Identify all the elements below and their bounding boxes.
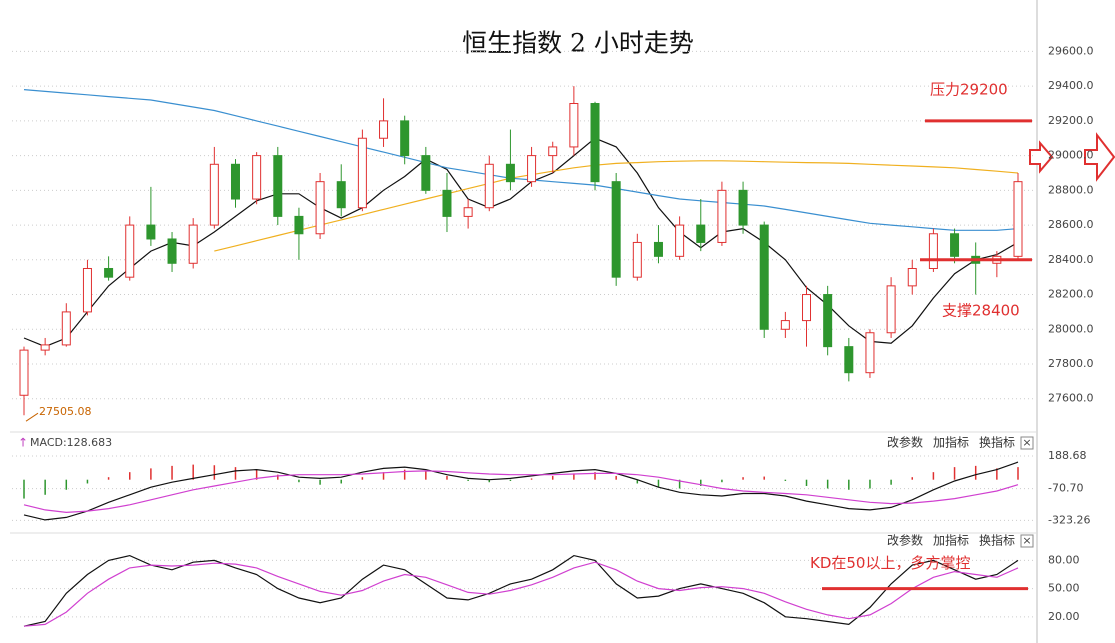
indicator-line [214, 160, 1019, 252]
candle-body [167, 238, 177, 264]
y-tick-label: 29400.0 [1048, 79, 1094, 92]
candle-body [273, 155, 283, 217]
low-label: 27505.08 [39, 405, 92, 418]
candle-body [886, 285, 896, 334]
candle-body [928, 233, 938, 269]
candle-body [315, 181, 325, 235]
candle-body [463, 207, 473, 217]
candle-body [548, 146, 558, 157]
candle-body [336, 181, 346, 209]
candle-body [505, 163, 515, 183]
level-label: 支撑28400 [942, 301, 1020, 319]
candle-body [696, 224, 706, 243]
y-tick-label: 20.00 [1048, 610, 1080, 623]
low-pointer [25, 412, 39, 422]
y-tick-label: 29600.0 [1048, 44, 1094, 57]
candle-body [738, 189, 748, 226]
menu-button[interactable]: 换指标 [979, 533, 1015, 548]
indicator-line [23, 89, 1019, 231]
y-tick-label: 28000.0 [1048, 322, 1094, 335]
close-icon[interactable]: × [1022, 534, 1031, 547]
candle-body [569, 103, 579, 148]
candle-body [632, 241, 642, 278]
candle-body [780, 320, 790, 330]
candle-body [19, 349, 29, 396]
candle-body [442, 189, 452, 217]
candle-body [823, 294, 833, 348]
y-tick-label: 28800.0 [1048, 183, 1094, 196]
candle-body [400, 120, 410, 157]
y-tick-label: 80.00 [1048, 553, 1080, 566]
y-tick-label: 27600.0 [1048, 392, 1094, 405]
y-tick-label: 28400.0 [1048, 253, 1094, 266]
candle-body [802, 294, 812, 322]
candle-body [421, 155, 431, 191]
menu-button[interactable]: 加指标 [933, 533, 969, 548]
candle-body [865, 332, 875, 374]
annotation: KD在50以上，多方掌控 [810, 554, 970, 572]
candle-body [82, 267, 92, 313]
close-button[interactable] [1020, 534, 1034, 548]
y-tick-label: 29200.0 [1048, 114, 1094, 127]
menu-button[interactable]: 改参数 [887, 533, 923, 548]
y-tick-label: 50.00 [1048, 582, 1080, 595]
candle-body [484, 163, 494, 209]
candle-body [104, 267, 114, 278]
y-tick-label: -323.26 [1048, 513, 1090, 526]
candle-body [146, 224, 156, 240]
candle-body [844, 346, 854, 374]
menu-button[interactable]: 加指标 [933, 435, 969, 450]
indicator-label: MACD:128.683 [30, 436, 112, 449]
level-label: 压力29200 [930, 80, 1008, 98]
y-tick-label: 28600.0 [1048, 218, 1094, 231]
arrow-icon: ↑ [18, 436, 28, 450]
candle-body [252, 155, 262, 200]
candle-body [759, 224, 769, 330]
close-icon[interactable]: × [1022, 436, 1031, 449]
candle-body [527, 155, 537, 183]
candle-body [125, 224, 135, 278]
menu-button[interactable]: 改参数 [887, 435, 923, 450]
candle-body [675, 224, 685, 257]
menu-button[interactable]: 换指标 [979, 435, 1015, 450]
candle-body [209, 163, 219, 226]
indicator-line [23, 461, 1019, 521]
candle-body [590, 103, 600, 183]
indicator-line [23, 470, 1019, 514]
candle-body [188, 224, 198, 264]
y-tick-label: -70.70 [1048, 482, 1083, 495]
candle-body [379, 120, 389, 139]
arrow-icon [1084, 132, 1115, 182]
candle-body [357, 137, 367, 209]
candle-body [230, 163, 240, 200]
candle-body [294, 215, 304, 235]
y-tick-label: 28200.0 [1048, 288, 1094, 301]
candle-body [717, 189, 727, 243]
candle-body [907, 267, 917, 287]
chart-title: 恒生指数 2 小时走势 [462, 29, 694, 58]
close-button[interactable] [1020, 436, 1034, 450]
y-tick-label: 27800.0 [1048, 357, 1094, 370]
y-tick-label: 188.68 [1048, 449, 1087, 462]
candle-body [950, 233, 960, 257]
candle-body [40, 344, 50, 351]
candle-body [653, 241, 663, 257]
indicator-line [23, 561, 1019, 627]
candle-body [61, 311, 71, 346]
indicator-line [23, 554, 1019, 627]
candle-body [1013, 181, 1023, 257]
arrow-icon [1029, 140, 1054, 174]
candle-body [611, 181, 621, 278]
y-tick-label: 29000.0 [1048, 149, 1094, 162]
